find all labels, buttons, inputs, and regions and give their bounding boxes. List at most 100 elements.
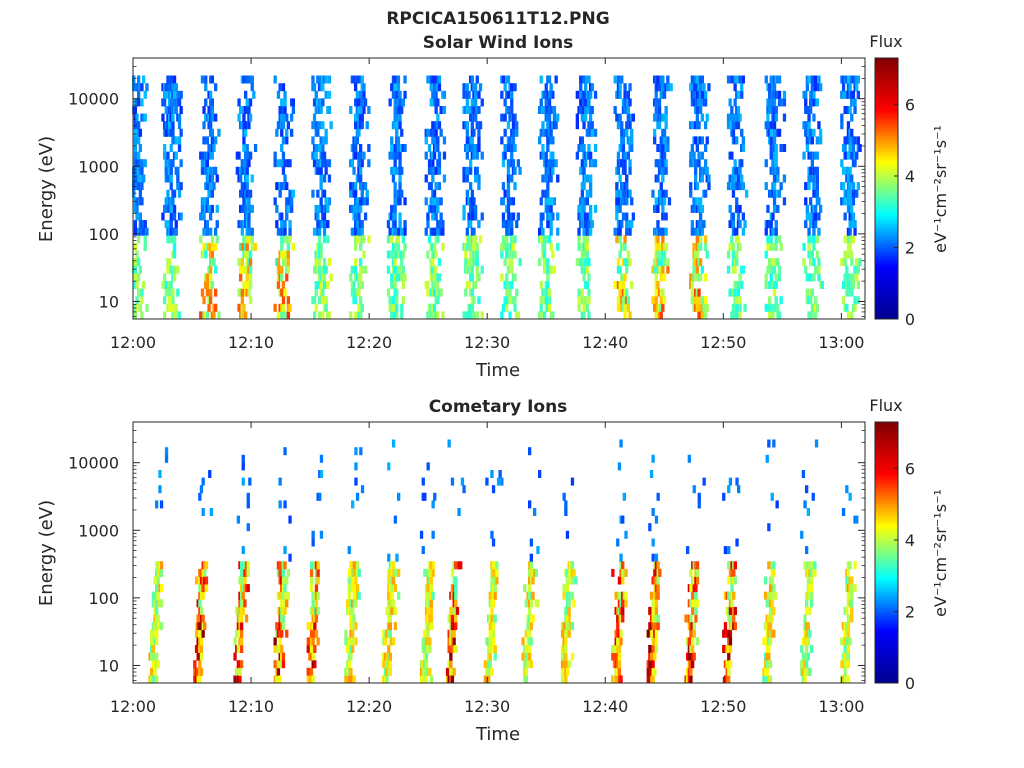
flux-cell xyxy=(656,568,660,577)
flux-cell xyxy=(212,166,216,175)
flux-cell xyxy=(455,606,460,615)
flux-cell xyxy=(808,584,812,593)
flux-cell xyxy=(704,159,708,168)
flux-cell xyxy=(209,273,213,282)
flux-cell xyxy=(312,144,317,152)
flux-cell xyxy=(314,106,318,114)
flux-cell xyxy=(853,296,857,305)
flux-cell xyxy=(326,235,330,244)
flux-cell xyxy=(727,629,731,638)
flux-cell xyxy=(278,675,282,684)
flux-cell xyxy=(810,159,814,168)
flux-cell xyxy=(465,235,469,244)
flux-cell xyxy=(237,220,241,229)
flux-cell xyxy=(805,660,809,669)
flux-cell xyxy=(846,128,851,137)
flux-cell xyxy=(215,204,219,213)
flux-cell xyxy=(465,281,469,289)
flux-cell xyxy=(768,576,773,585)
flux-cell xyxy=(518,258,522,267)
flux-cell xyxy=(214,303,218,312)
flux-cell xyxy=(544,288,548,297)
flux-cell xyxy=(177,113,182,122)
flux-cell xyxy=(769,136,773,145)
flux-cell xyxy=(817,227,821,236)
flux-cell xyxy=(542,235,547,244)
flux-cell xyxy=(805,629,809,638)
flux-cell xyxy=(382,629,386,638)
flux-cell xyxy=(140,83,144,92)
flux-cell xyxy=(623,242,627,251)
flux-cell xyxy=(695,288,699,297)
flux-cell xyxy=(491,637,496,646)
flux-cell xyxy=(510,197,514,206)
flux-cell xyxy=(580,265,584,274)
flux-cell xyxy=(436,204,440,213)
flux-cell xyxy=(549,151,553,160)
flux-cell xyxy=(691,645,695,653)
flux-cell xyxy=(161,212,165,221)
flux-cell xyxy=(809,106,813,114)
flux-cell xyxy=(768,599,773,608)
flux-cell xyxy=(280,113,284,122)
flux-cell xyxy=(278,500,282,509)
flux-cell xyxy=(475,265,479,274)
flux-cell xyxy=(431,151,435,160)
flux-cell xyxy=(505,220,509,229)
flux-cell xyxy=(450,629,455,638)
flux-cell xyxy=(853,75,857,84)
flux-cell xyxy=(396,273,401,282)
flux-cell xyxy=(817,75,821,84)
flux-cell xyxy=(804,220,808,229)
flux-cell xyxy=(546,121,550,130)
flux-cell xyxy=(200,159,205,168)
flux-cell xyxy=(695,265,699,274)
flux-cell xyxy=(656,144,660,152)
flux-cell xyxy=(434,166,438,175)
x-tick-label: 12:00 xyxy=(110,333,156,352)
flux-cell xyxy=(393,204,397,213)
flux-cell xyxy=(730,151,734,160)
flux-cell xyxy=(500,311,504,320)
flux-cell xyxy=(621,212,626,221)
flux-cell xyxy=(809,136,813,145)
flux-cell xyxy=(620,182,624,191)
flux-cell xyxy=(465,151,469,160)
flux-cell xyxy=(137,288,141,297)
flux-cell xyxy=(166,288,170,297)
flux-cell xyxy=(546,189,550,198)
flux-cell xyxy=(311,591,315,600)
flux-cell xyxy=(653,652,657,661)
flux-cell xyxy=(360,485,365,494)
flux-cell xyxy=(654,90,658,99)
flux-cell xyxy=(505,106,509,114)
flux-cell xyxy=(850,128,854,137)
flux-cell xyxy=(809,258,813,267)
flux-cell xyxy=(133,144,137,152)
flux-cell xyxy=(661,151,665,160)
flux-cell xyxy=(767,591,771,600)
colorbar-cometary xyxy=(874,421,899,684)
flux-cell xyxy=(851,182,856,191)
flux-cell xyxy=(426,667,430,676)
flux-cell xyxy=(169,204,173,213)
flux-cell xyxy=(352,561,356,570)
flux-cell xyxy=(810,584,814,593)
flux-cell xyxy=(432,303,437,312)
flux-cell xyxy=(810,83,814,92)
flux-cell xyxy=(393,83,397,92)
flux-cell xyxy=(390,136,394,145)
flux-cell xyxy=(664,189,668,198)
flux-cell xyxy=(169,227,173,236)
flux-cell xyxy=(503,258,507,267)
flux-cell xyxy=(768,614,773,623)
flux-cell xyxy=(472,296,476,305)
flux-cell xyxy=(772,182,777,191)
flux-cell xyxy=(469,273,473,282)
spectrogram-cometary xyxy=(148,439,859,684)
flux-cell xyxy=(539,235,543,244)
flux-cell xyxy=(697,500,701,509)
flux-cell xyxy=(501,235,506,244)
flux-cell xyxy=(214,242,218,251)
